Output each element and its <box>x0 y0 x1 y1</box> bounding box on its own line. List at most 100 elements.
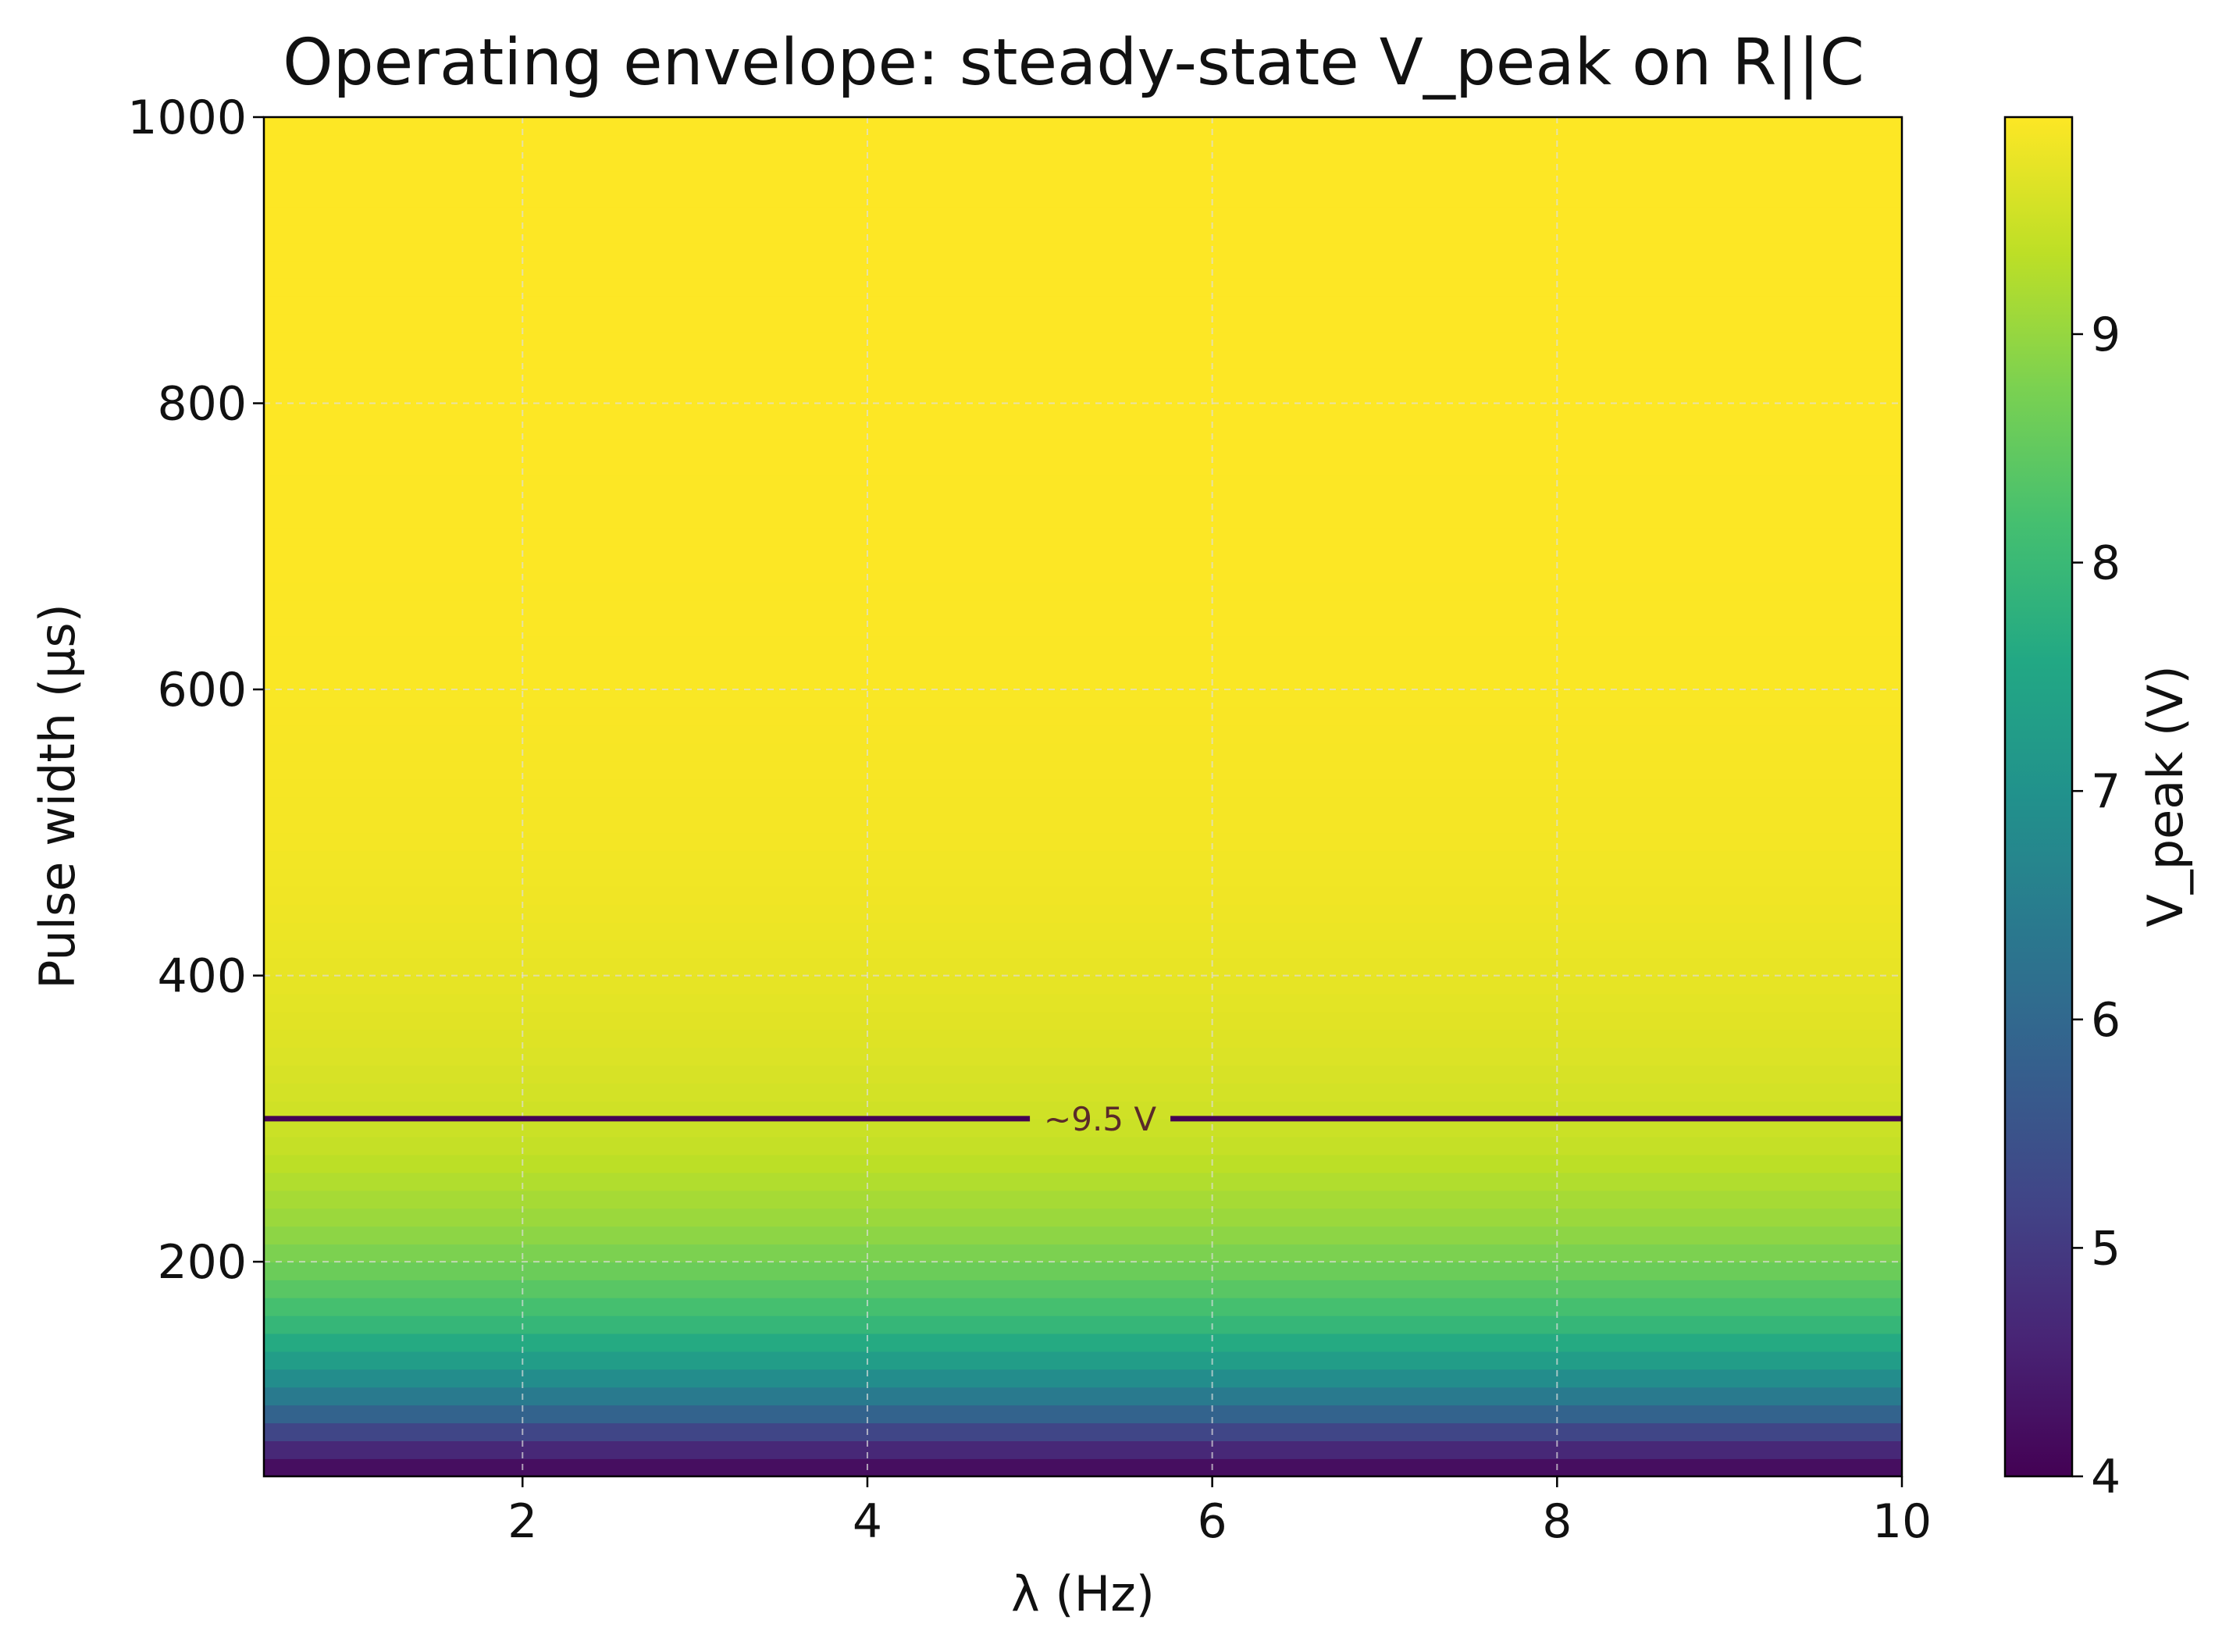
colorbar-tick-label: 5 <box>2091 1221 2121 1276</box>
heatmap-cell <box>264 242 1902 262</box>
x-tick-label: 4 <box>853 1494 882 1549</box>
x-tick-label: 8 <box>1542 1494 1572 1549</box>
heatmap-cell <box>264 796 1902 816</box>
heatmap-cell <box>264 117 1902 136</box>
heatmap-cell <box>264 939 1902 959</box>
heatmap-cell <box>264 636 1902 655</box>
heatmap-cell <box>264 188 1902 208</box>
contour-label: ~9.5 V <box>1044 1100 1156 1138</box>
heatmap-cell <box>264 957 1902 977</box>
chart-title: Operating envelope: steady-state V_peak … <box>283 26 1864 100</box>
heatmap-cell <box>264 1029 1902 1049</box>
heatmap-cell <box>264 1190 1902 1209</box>
heatmap-cell <box>264 1458 1902 1476</box>
heatmap-cell <box>264 1405 1902 1424</box>
heatmap-cell <box>264 1422 1902 1441</box>
heatmap-cell <box>264 742 1902 762</box>
heatmap-cell <box>264 707 1902 726</box>
axes-layer: 2 4 6 8 10 200 400 600 800 1000 <box>127 91 1932 1549</box>
heatmap-cell <box>264 778 1902 798</box>
heatmap-cell <box>264 493 1902 511</box>
heatmap-cell <box>264 278 1902 297</box>
plot-frame <box>262 116 1903 1478</box>
heatmap-cell <box>264 206 1902 226</box>
heatmap-cell <box>264 600 1902 619</box>
y-tick-label: 400 <box>157 949 247 1004</box>
x-tick-label: 6 <box>1198 1494 1227 1549</box>
colorbar-tick-label: 8 <box>2091 536 2121 591</box>
heatmap-cell <box>264 993 1902 1013</box>
y-axis-label: Pulse width (µs) <box>29 603 86 989</box>
heatmap-cell <box>264 1118 1902 1138</box>
colorbar-label: V_peak (V) <box>2137 665 2194 927</box>
heatmap-cell <box>264 475 1902 493</box>
heatmap-cell <box>264 1100 1902 1120</box>
heatmap-cell <box>264 260 1902 279</box>
heatmap-cell <box>264 1154 1902 1173</box>
colorbar-tick-label: 4 <box>2091 1450 2121 1504</box>
heatmap-cell <box>264 975 1902 995</box>
heatmap-cell <box>264 349 1902 368</box>
heatmap-cell <box>264 1172 1902 1191</box>
heatmap-cell <box>264 814 1902 834</box>
heatmap-cell <box>264 1351 1902 1370</box>
heatmap-cell <box>264 546 1902 565</box>
heatmap-cell <box>264 689 1902 708</box>
colorbar: 4 5 6 7 8 9 <box>2003 116 2121 1504</box>
heatmap-cell <box>264 1280 1902 1298</box>
heatmap-cell <box>264 921 1902 941</box>
colorbar-gradient <box>2003 116 2074 1478</box>
heatmap-cell <box>264 331 1902 351</box>
heatmap-cell <box>264 618 1902 637</box>
x-axis-label: λ (Hz) <box>1011 1565 1155 1622</box>
heatmap-cell <box>264 439 1902 458</box>
contour-layer: ~9.5 V <box>264 1100 1902 1138</box>
heatmap-cell <box>264 1297 1902 1316</box>
y-tick-label: 800 <box>157 377 247 432</box>
heatmap-cell <box>264 868 1902 887</box>
heatmap-cell <box>264 1083 1902 1102</box>
heatmap-cell <box>264 886 1902 905</box>
heatmap-cell <box>264 421 1902 440</box>
heatmap-cell <box>264 582 1902 601</box>
heatmap-cell <box>264 850 1902 869</box>
heatmap-cell <box>264 1226 1902 1244</box>
heatmap-layer <box>264 117 1902 1476</box>
heatmap-cell <box>264 224 1902 244</box>
heatmap-cell <box>264 528 1902 547</box>
heatmap-cell <box>264 385 1902 404</box>
heatmap-cell <box>264 296 1902 315</box>
x-tick-label: 2 <box>507 1494 537 1549</box>
heatmap-cell <box>264 1262 1902 1280</box>
colorbar-tick-label: 7 <box>2091 764 2121 819</box>
colorbar-tick-label: 9 <box>2091 308 2121 362</box>
heatmap-cell <box>264 1244 1902 1262</box>
y-tick-label: 1000 <box>127 91 247 145</box>
x-tick-label: 10 <box>1872 1494 1932 1549</box>
heatmap-cell <box>264 653 1902 672</box>
heatmap-cell <box>264 1369 1902 1388</box>
heatmap-cell <box>264 1136 1902 1155</box>
heatmap-cell <box>264 403 1902 422</box>
heatmap-cell <box>264 832 1902 852</box>
heatmap-cell <box>264 313 1902 333</box>
heatmap-cell <box>264 1333 1902 1352</box>
heatmap-cell <box>264 1440 1902 1459</box>
y-tick-label: 600 <box>157 663 247 717</box>
heatmap-cell <box>264 152 1902 172</box>
heatmap-cell <box>264 725 1902 744</box>
heatmap-cell <box>264 903 1902 923</box>
heatmap-cell <box>264 134 1902 154</box>
y-tick-label: 200 <box>157 1235 247 1290</box>
heatmap-cell <box>264 510 1902 529</box>
heatmap-cell <box>264 760 1902 780</box>
heatmap-cell <box>264 170 1902 190</box>
heatmap-cell <box>264 1387 1902 1406</box>
heatmap-cell <box>264 1065 1902 1084</box>
heatmap-cell <box>264 1011 1902 1031</box>
colorbar-tick-label: 6 <box>2091 993 2121 1048</box>
heatmap-cell <box>264 1315 1902 1334</box>
heatmap-cell <box>264 457 1902 475</box>
